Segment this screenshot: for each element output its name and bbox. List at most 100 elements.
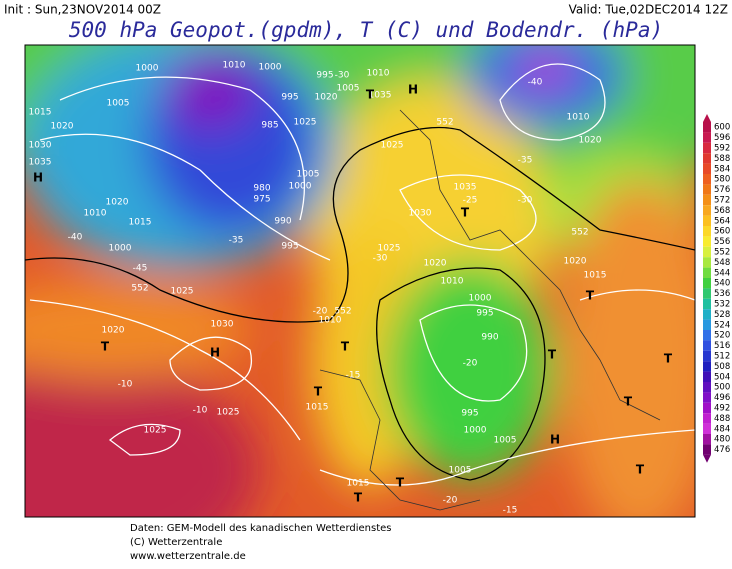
contour-label: 1015 (129, 218, 152, 228)
contour-label: 1035 (29, 158, 52, 168)
contour-label: -30 (518, 196, 533, 206)
legend-swatch (703, 350, 711, 362)
legend-swatch (703, 392, 711, 403)
legend-label: 576 (714, 185, 730, 195)
legend-label: 572 (714, 196, 730, 206)
contour-label: 1020 (424, 259, 447, 269)
legend-swatch (703, 423, 711, 434)
legend-label: 540 (714, 279, 730, 289)
contour-label: 1000 (464, 426, 487, 436)
pressure-center: T (314, 385, 323, 399)
contour-label: 995 (281, 93, 298, 103)
contour-label: 1010 (367, 69, 390, 79)
contour-label: 975 (253, 195, 270, 205)
legend-label: 544 (714, 268, 730, 278)
legend-swatch (703, 215, 711, 226)
contour-label: 1020 (51, 122, 74, 132)
map-title: 500 hPa Geopot.(gpdm), T (C) und Bodendr… (69, 18, 663, 42)
pressure-center: T (366, 88, 375, 102)
legend-swatch (703, 319, 711, 330)
contour-label: -20 (443, 496, 458, 506)
legend-swatch (703, 434, 711, 445)
contour-label: 1000 (469, 294, 492, 304)
legend-label: 492 (714, 404, 730, 414)
legend-swatch (703, 163, 711, 174)
footer-source: Daten: GEM-Modell des kanadischen Wetter… (130, 523, 392, 534)
legend-label: 516 (714, 341, 730, 351)
legend-label: 512 (714, 352, 730, 362)
pressure-center: T (101, 340, 110, 354)
map-frame (24, 44, 696, 518)
contour-label: -35 (229, 236, 244, 246)
contour-label: 1005 (449, 466, 472, 476)
contour-label: 1035 (369, 91, 392, 101)
legend-label: 488 (714, 414, 730, 424)
pressure-center: T (624, 395, 633, 409)
valid-time: Valid: Tue,02DEC2014 12Z (569, 3, 728, 17)
pressure-center: H (408, 83, 418, 97)
contour-label: 985 (261, 121, 278, 131)
contour-label: -20 (313, 307, 328, 317)
legend-label: 568 (714, 206, 730, 216)
contour-label: 1010 (441, 277, 464, 287)
pressure-center: H (550, 433, 560, 447)
contour-label: -30 (335, 71, 350, 81)
legend-swatch (703, 278, 711, 289)
contour-label: 1010 (567, 113, 590, 123)
contour-label: -45 (133, 264, 148, 274)
contour-label: 1025 (144, 426, 167, 436)
pressure-center: T (354, 491, 363, 505)
init-time: Init : Sun,23NOV2014 00Z (4, 3, 161, 17)
legend-swatch (703, 267, 711, 278)
legend-swatch (703, 226, 711, 237)
pressure-center: H (33, 171, 43, 185)
legend-swatch (703, 205, 711, 216)
contour-label: 1030 (211, 320, 234, 330)
contour-label: 552 (571, 228, 588, 238)
pressure-center: T (461, 206, 470, 220)
contour-label: 995 (281, 242, 298, 252)
contour-label: 1015 (584, 271, 607, 281)
contour-label: 1035 (454, 183, 477, 193)
legend-arrow-bottom (703, 454, 711, 463)
legend-label: 504 (714, 372, 730, 382)
contour-label: 990 (274, 217, 291, 227)
legend-label: 588 (714, 154, 730, 164)
legend-swatch (703, 174, 711, 185)
contour-label: -40 (68, 233, 83, 243)
legend-label: 560 (714, 227, 730, 237)
contour-label: 1005 (337, 84, 360, 94)
contour-label: 1015 (29, 108, 52, 118)
pressure-center: T (548, 348, 557, 362)
contour-label: -15 (346, 371, 361, 381)
legend-label: 484 (714, 424, 730, 434)
contour-label: -40 (528, 78, 543, 88)
contour-label: 1000 (289, 182, 312, 192)
pressure-center: H (210, 346, 220, 360)
legend-swatch (703, 153, 711, 164)
legend-swatch (703, 257, 711, 268)
contour-label: 1010 (223, 61, 246, 71)
legend-swatch (703, 371, 711, 382)
footer-copyright: (C) Wetterzentrale (130, 537, 222, 548)
legend-label: 536 (714, 289, 730, 299)
contour-label: 990 (481, 333, 498, 343)
legend-swatch (703, 402, 711, 414)
contour-label: 1025 (217, 408, 240, 418)
legend-swatch (703, 298, 711, 310)
legend-swatch (703, 361, 711, 372)
pressure-center: T (341, 340, 350, 354)
contour-label: -25 (463, 196, 478, 206)
legend-swatch (703, 444, 711, 455)
legend-swatch (703, 309, 711, 320)
legend-label: 580 (714, 175, 730, 185)
legend-swatch (703, 330, 711, 341)
contour-label: 995 (316, 71, 333, 81)
pressure-center: T (664, 352, 673, 366)
contour-label: 1000 (136, 64, 159, 74)
legend-label: 496 (714, 393, 730, 403)
legend-swatch (703, 382, 711, 393)
contour-label: 1030 (409, 209, 432, 219)
contour-label: 1015 (306, 403, 329, 413)
